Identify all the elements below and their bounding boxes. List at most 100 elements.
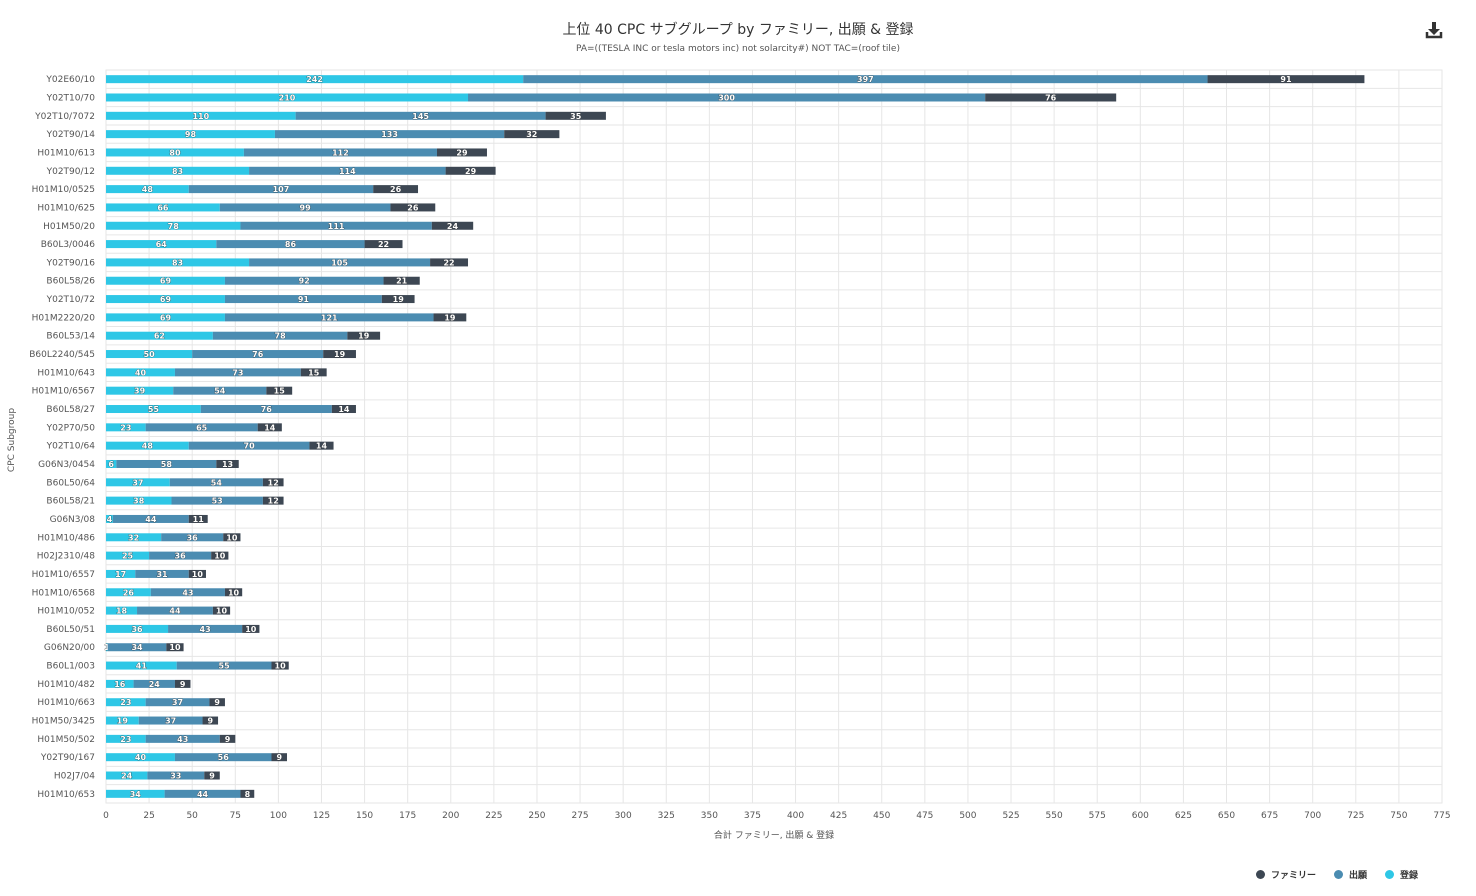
y-tick-label: H01M10/613 [37,148,95,158]
data-label-family: 14 [264,423,276,432]
x-tick-label: 750 [1390,811,1407,821]
data-label-registration: 4 [107,515,113,524]
data-label-application: 31 [156,570,168,579]
y-tick-label: H01M10/6567 [32,387,95,397]
data-label-registration: 39 [134,387,146,396]
data-label-registration: 6 [108,460,114,469]
data-label-family: 26 [390,185,402,194]
x-tick-label: 175 [399,811,416,821]
data-label-application: 33 [170,772,181,781]
data-label-registration: 37 [132,478,143,487]
data-label-family: 10 [245,625,257,634]
data-label-registration: 242 [306,75,323,84]
x-tick-label: 375 [744,811,761,821]
data-label-application: 43 [177,735,188,744]
y-tick-label: B60L50/64 [46,478,95,488]
data-label-registration: 69 [160,295,172,304]
legend-label-application: 出願 [1349,868,1367,881]
data-label-application: 99 [300,203,312,212]
x-tick-label: 525 [1002,811,1019,821]
y-tick-label: B60L58/26 [46,277,95,287]
data-label-family: 24 [447,222,459,231]
x-tick-label: 125 [313,811,330,821]
data-label-application: 76 [252,350,264,359]
data-label-family: 10 [275,662,287,671]
data-label-application: 105 [331,258,348,267]
x-tick-label: 225 [485,811,502,821]
data-label-family: 9 [225,735,231,744]
data-label-registration: 69 [160,277,172,286]
data-label-family: 15 [274,387,286,396]
x-tick-label: 650 [1218,811,1235,821]
data-label-family: 21 [396,277,408,286]
data-label-application: 300 [718,93,735,102]
data-label-application: 36 [175,552,187,561]
data-label-application: 37 [165,717,176,726]
x-tick-label: 300 [615,811,632,821]
data-label-family: 19 [358,332,370,341]
y-tick-label: Y02T90/167 [40,753,95,763]
y-tick-label: Y02T10/64 [46,442,96,452]
data-label-registration: 55 [148,405,160,414]
y-tick-label: Y02T10/7072 [34,112,95,122]
data-label-application: 65 [196,423,208,432]
data-label-application: 91 [298,295,310,304]
legend-label-registration: 登録 [1400,868,1418,881]
x-tick-label: 600 [1132,811,1149,821]
data-label-registration: 83 [172,258,183,267]
data-label-family: 9 [180,680,186,689]
data-label-registration: 110 [192,112,209,121]
x-tick-label: 450 [873,811,890,821]
y-tick-label: Y02E60/10 [45,75,95,85]
chart-legend: ファミリー 出願 登録 [1256,868,1418,881]
data-label-application: 145 [412,112,429,121]
y-tick-label: H02J2310/48 [37,552,96,562]
y-tick-label: H01M50/20 [43,222,95,232]
x-tick-label: 725 [1347,811,1364,821]
y-tick-label: B60L50/51 [46,625,95,635]
data-label-application: 112 [332,148,349,157]
data-label-application: 114 [339,167,356,176]
data-label-application: 92 [299,277,310,286]
x-tick-label: 0 [103,811,109,821]
data-label-registration: 98 [185,130,197,139]
data-label-application: 58 [161,460,173,469]
data-label-application: 44 [145,515,157,524]
legend-item-family[interactable]: ファミリー [1256,868,1316,881]
y-tick-label: H01M10/663 [37,698,95,708]
legend-dot-application [1334,870,1343,879]
y-tick-label: H01M10/643 [37,368,95,378]
data-label-application: 76 [261,405,273,414]
data-label-registration: 23 [120,423,131,432]
data-label-family: 9 [209,772,215,781]
data-label-registration: 48 [142,185,154,194]
data-label-application: 107 [273,185,290,194]
data-label-application: 34 [131,643,143,652]
data-label-family: 29 [465,167,477,176]
data-label-registration: 48 [142,442,154,451]
y-tick-label: H01M10/625 [37,203,95,213]
data-label-family: 76 [1045,93,1057,102]
data-label-registration: 16 [114,680,126,689]
data-label-family: 13 [222,460,233,469]
data-label-registration: 210 [279,93,296,102]
legend-dot-family [1256,870,1265,879]
legend-item-registration[interactable]: 登録 [1385,868,1418,881]
x-tick-label: 100 [270,811,287,821]
data-label-family: 19 [444,313,456,322]
legend-dot-registration [1385,870,1394,879]
legend-item-application[interactable]: 出願 [1334,868,1367,881]
x-tick-label: 250 [528,811,545,821]
data-label-family: 10 [169,643,181,652]
data-label-family: 15 [308,368,320,377]
data-label-family: 19 [393,295,405,304]
data-label-registration: 25 [122,552,134,561]
y-tick-label: H01M10/6557 [32,570,95,580]
data-label-registration: 41 [136,662,148,671]
data-label-application: 24 [149,680,161,689]
data-label-application: 44 [197,790,209,799]
data-label-family: 8 [245,790,251,799]
data-label-registration: 23 [120,698,131,707]
data-label-application: 86 [285,240,297,249]
data-label-registration: 26 [123,588,135,597]
